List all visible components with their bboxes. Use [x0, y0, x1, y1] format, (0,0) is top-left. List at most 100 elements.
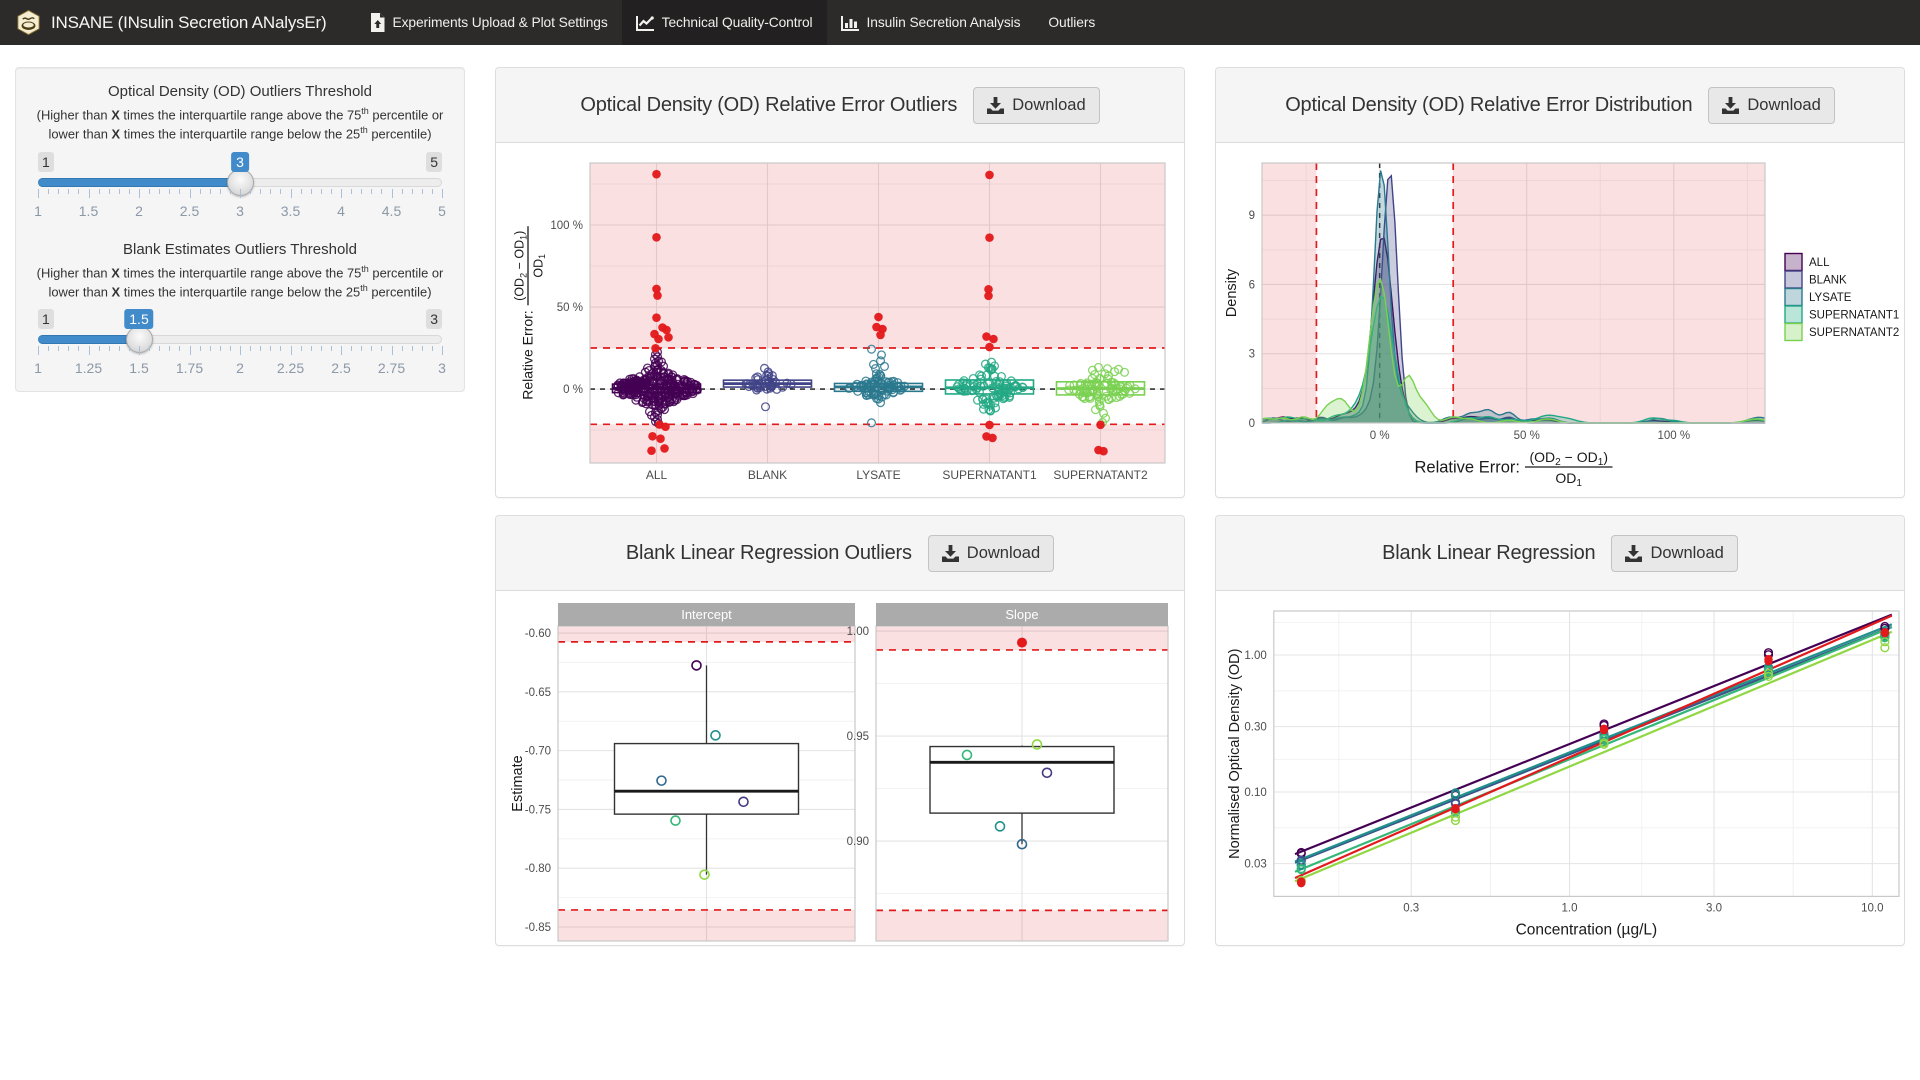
slider-tick-label: 3.5 [280, 202, 301, 219]
download-button-od_distribution[interactable]: Download [1708, 86, 1835, 124]
brand-icon-slot [15, 9, 42, 36]
svg-text:1.00: 1.00 [847, 626, 869, 638]
svg-text:0.03: 0.03 [1244, 859, 1266, 871]
chart-bar-icon [840, 15, 860, 31]
slider-tick-label: 3 [236, 202, 244, 219]
panel-title: Blank Linear Regression [1382, 541, 1596, 564]
svg-text:BLANK: BLANK [1809, 275, 1847, 287]
slider-tick-label: 4.5 [381, 202, 402, 219]
svg-text:-0.85: -0.85 [525, 922, 551, 934]
slider-group-od_threshold: Optical Density (OD) Outliers Threshold (… [28, 83, 452, 222]
svg-text:0.3: 0.3 [1403, 902, 1419, 914]
svg-text:0 %: 0 % [563, 384, 583, 396]
slider-value-label: 1.5 [124, 309, 154, 330]
panel-body: 0.03 0.10 0.30 1.00 0.3 1.0 3.0 10.0 Concentrati… [1216, 591, 1904, 945]
nav-tab-label: Insulin Secretion Analysis [866, 15, 1021, 30]
chart-blank_regression: 0.03 0.10 0.30 1.00 0.3 1.0 3.0 10.0 Concentrati… [1227, 610, 1900, 938]
svg-text:OD1: OD1 [1555, 470, 1582, 489]
svg-text:Slope: Slope [1005, 607, 1038, 622]
app-brand[interactable]: INSANE (INsulin Secretion ANalysEr) [0, 0, 342, 45]
panel-heading: Optical Density (OD) Relative Error Dist… [1216, 68, 1904, 143]
svg-text:0: 0 [1249, 418, 1255, 430]
svg-text:ALL: ALL [1809, 257, 1830, 269]
panel-heading: Blank Linear Regression Download [1216, 516, 1904, 591]
sidebar: Optical Density (OD) Outliers Threshold (… [15, 67, 465, 392]
slider-od_threshold[interactable]: 1 5 3 1 1.5 2 2.5 3 3.5 4 4.5 5 [34, 151, 446, 222]
hex-badge-icon [17, 9, 40, 36]
file-upload-icon [370, 13, 385, 32]
download-button-od_outliers[interactable]: Download [973, 86, 1100, 124]
panel-body: 0 3 6 9 0 % 50 % 100 % ALL BLANK LYSATE SUPERNATAN… [1216, 143, 1904, 497]
download-icon [1722, 96, 1740, 114]
svg-text:0.90: 0.90 [847, 836, 869, 848]
svg-text:SUPERNATANT2: SUPERNATANT2 [1809, 327, 1899, 339]
chart-line-icon [635, 15, 655, 31]
slider-tick-label: 1.25 [74, 360, 103, 377]
panel-title: Blank Linear Regression Outliers [625, 541, 912, 564]
slider-tick-label: 1.75 [175, 360, 204, 377]
chart-od_distribution: 0 3 6 9 0 % 50 % 100 % ALL BLANK LYSATE SUPERNATAN… [1224, 162, 1899, 489]
panel-title: Optical Density (OD) Relative Error Outl… [580, 93, 958, 116]
slider-tick-label: 1 [34, 202, 42, 219]
slider-tick-label: 1 [34, 360, 42, 377]
panel-blank_estimates: Blank Linear Regression Outliers Downloa… [495, 515, 1185, 946]
app-title: INSANE (INsulin Secretion ANalysEr) [51, 12, 327, 32]
nav-tab-outliers[interactable]: Outliers [1034, 0, 1109, 45]
panel-od_outliers: Optical Density (OD) Relative Error Outl… [495, 67, 1185, 498]
panel-body: Intercept -0.60 -0.65 -0.70 -0.75 -0.80 -0.85 S… [496, 591, 1184, 945]
svg-text:0.95: 0.95 [847, 731, 869, 743]
nav-tab-label: Technical Quality-Control [661, 15, 813, 30]
slider-tick-label: 1.5 [129, 360, 149, 377]
panel-title: Optical Density (OD) Relative Error Dist… [1285, 93, 1693, 116]
nav-tab-label: Experiments Upload & Plot Settings [392, 15, 608, 30]
slider-tick-label: 4 [337, 202, 345, 219]
sidebar-sliders: Optical Density (OD) Outliers Threshold (… [28, 83, 452, 379]
chart-blank_estimates: Intercept -0.60 -0.65 -0.70 -0.75 -0.80 -0.85 S… [510, 603, 1169, 942]
slider-tick-label: 2 [236, 360, 244, 377]
slider-max-label: 3 [426, 309, 442, 330]
download-button-label: Download [1012, 95, 1086, 114]
panel-heading: Optical Density (OD) Relative Error Outl… [496, 68, 1184, 143]
svg-text:6: 6 [1249, 279, 1255, 291]
svg-text:10.0: 10.0 [1861, 902, 1883, 914]
chart-bar-icon [840, 15, 859, 31]
slider-label: Optical Density (OD) Outliers Threshold [108, 83, 372, 100]
navbar: INSANE (INsulin Secretion ANalysEr) Expe… [0, 0, 1920, 45]
nav-tab-analysis[interactable]: Insulin Secretion Analysis [827, 0, 1035, 45]
svg-text:OD1: OD1 [531, 254, 547, 278]
svg-text:Normalised Optical Density (OD: Normalised Optical Density (OD) [1227, 649, 1243, 859]
svg-text:0 %: 0 % [1370, 430, 1390, 442]
svg-text:50 %: 50 % [557, 302, 583, 314]
slider-description: (Higher than X times the interquartile r… [36, 263, 444, 300]
svg-text:Estimate: Estimate [510, 755, 526, 811]
panel-blank_regression: Blank Linear Regression Download 0.03 0.10… [1215, 515, 1905, 946]
svg-text:50 %: 50 % [1514, 430, 1540, 442]
download-button-blank_regression[interactable]: Download [1611, 534, 1738, 572]
svg-text:0.10: 0.10 [1244, 787, 1266, 799]
download-button-blank_estimates[interactable]: Download [927, 534, 1055, 572]
slider-tick-label: 3 [438, 360, 446, 377]
svg-text:1.0: 1.0 [1562, 902, 1578, 914]
slider-tick-label: 2.5 [179, 202, 200, 219]
download-icon [987, 96, 1005, 114]
slider-min-label: 1 [38, 151, 54, 172]
slider-tick-label: 2.75 [377, 360, 406, 377]
panel-heading: Blank Linear Regression Outliers Downloa… [496, 516, 1184, 591]
svg-text:100 %: 100 % [1658, 430, 1691, 442]
svg-text:LYSATE: LYSATE [856, 468, 900, 482]
slider-blank_threshold[interactable]: 1 3 1.5 1 1.25 1.5 1.75 2 2.25 2.5 2.75 3 [34, 309, 446, 379]
slider-tick-label: 5 [438, 202, 446, 219]
nav-tab-upload[interactable]: Experiments Upload & Plot Settings [356, 0, 621, 45]
svg-text:9: 9 [1249, 210, 1255, 222]
slider-label: Blank Estimates Outliers Threshold [123, 240, 357, 258]
svg-text:100 %: 100 % [550, 220, 583, 232]
nav-tab-label: Outliers [1048, 15, 1096, 30]
svg-text:3.0: 3.0 [1706, 902, 1722, 914]
nav-tab-qc[interactable]: Technical Quality-Control [621, 0, 827, 45]
svg-text:Intercept: Intercept [681, 607, 732, 622]
svg-text:LYSATE: LYSATE [1809, 292, 1852, 304]
panel-body: ALL BLANK LYSATE SUPERNATANT1 SUPERNATANT2 0 … [496, 143, 1184, 497]
svg-text:1.00: 1.00 [1244, 650, 1266, 662]
slider-group-blank_threshold: Blank Estimates Outliers Threshold (Highe… [28, 241, 452, 380]
nav-tabs: Experiments Upload & Plot Settings Techn… [356, 0, 1109, 45]
